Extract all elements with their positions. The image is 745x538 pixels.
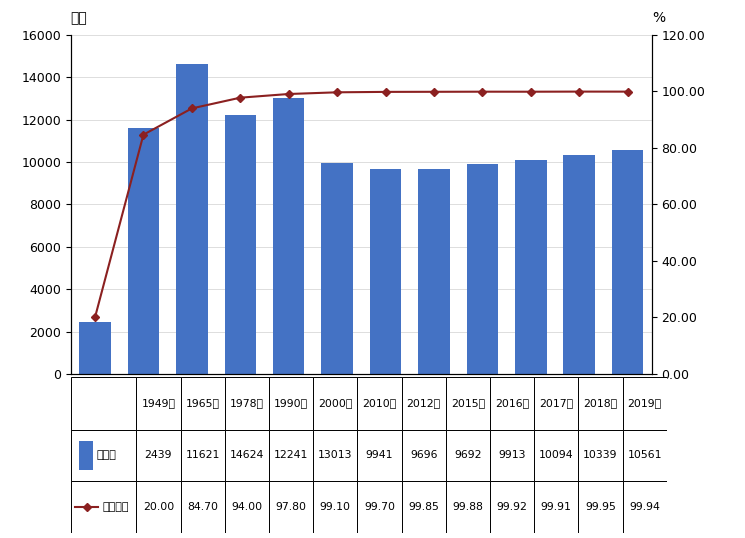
FancyBboxPatch shape bbox=[358, 377, 402, 430]
Text: 净入学率: 净入学率 bbox=[102, 502, 129, 512]
Text: 99.91: 99.91 bbox=[541, 502, 571, 512]
FancyBboxPatch shape bbox=[225, 377, 269, 430]
FancyBboxPatch shape bbox=[225, 430, 269, 481]
FancyBboxPatch shape bbox=[180, 430, 225, 481]
Bar bbox=[79, 441, 93, 470]
FancyBboxPatch shape bbox=[402, 377, 446, 430]
FancyBboxPatch shape bbox=[623, 430, 667, 481]
Text: 99.94: 99.94 bbox=[630, 502, 660, 512]
FancyBboxPatch shape bbox=[490, 430, 534, 481]
Text: 2018年: 2018年 bbox=[583, 398, 618, 408]
Bar bbox=[224, 115, 256, 374]
Bar bbox=[370, 168, 402, 374]
Text: 2439: 2439 bbox=[145, 450, 172, 461]
Bar bbox=[418, 168, 450, 374]
FancyBboxPatch shape bbox=[623, 377, 667, 430]
FancyBboxPatch shape bbox=[225, 481, 269, 533]
FancyBboxPatch shape bbox=[180, 481, 225, 533]
FancyBboxPatch shape bbox=[446, 430, 490, 481]
Text: 10561: 10561 bbox=[627, 450, 662, 461]
Text: 1965年: 1965年 bbox=[186, 398, 220, 408]
Text: 在校生: 在校生 bbox=[97, 450, 117, 461]
Bar bbox=[273, 98, 305, 374]
FancyBboxPatch shape bbox=[578, 481, 623, 533]
Text: 20.00: 20.00 bbox=[143, 502, 174, 512]
Text: 1990年: 1990年 bbox=[274, 398, 308, 408]
FancyBboxPatch shape bbox=[136, 430, 180, 481]
Text: 13013: 13013 bbox=[318, 450, 352, 461]
Text: 2010年: 2010年 bbox=[362, 398, 396, 408]
Text: %: % bbox=[652, 11, 665, 25]
Text: 9913: 9913 bbox=[498, 450, 526, 461]
FancyBboxPatch shape bbox=[269, 377, 313, 430]
Bar bbox=[79, 322, 111, 374]
Text: 2012年: 2012年 bbox=[407, 398, 441, 408]
FancyBboxPatch shape bbox=[490, 481, 534, 533]
Text: 99.70: 99.70 bbox=[364, 502, 395, 512]
FancyBboxPatch shape bbox=[136, 481, 180, 533]
Text: 万人: 万人 bbox=[71, 11, 87, 25]
FancyBboxPatch shape bbox=[180, 377, 225, 430]
Bar bbox=[321, 164, 353, 374]
Text: 11621: 11621 bbox=[186, 450, 220, 461]
Text: 1978年: 1978年 bbox=[230, 398, 264, 408]
FancyBboxPatch shape bbox=[446, 481, 490, 533]
Text: 2000年: 2000年 bbox=[318, 398, 352, 408]
FancyBboxPatch shape bbox=[534, 430, 578, 481]
FancyBboxPatch shape bbox=[313, 430, 358, 481]
FancyBboxPatch shape bbox=[534, 377, 578, 430]
Text: 9692: 9692 bbox=[454, 450, 481, 461]
Bar bbox=[127, 128, 159, 374]
FancyBboxPatch shape bbox=[534, 481, 578, 533]
Text: 12241: 12241 bbox=[274, 450, 308, 461]
Text: 84.70: 84.70 bbox=[187, 502, 218, 512]
Bar bbox=[466, 164, 498, 374]
Text: 99.85: 99.85 bbox=[408, 502, 439, 512]
Bar bbox=[515, 160, 547, 374]
Text: 99.95: 99.95 bbox=[585, 502, 616, 512]
FancyBboxPatch shape bbox=[71, 430, 136, 481]
Text: 99.92: 99.92 bbox=[497, 502, 527, 512]
FancyBboxPatch shape bbox=[578, 430, 623, 481]
FancyBboxPatch shape bbox=[623, 481, 667, 533]
FancyBboxPatch shape bbox=[578, 377, 623, 430]
Text: 99.10: 99.10 bbox=[320, 502, 351, 512]
Bar bbox=[563, 155, 595, 374]
Text: 2015年: 2015年 bbox=[451, 398, 485, 408]
FancyBboxPatch shape bbox=[71, 481, 136, 533]
FancyBboxPatch shape bbox=[313, 377, 358, 430]
FancyBboxPatch shape bbox=[313, 481, 358, 533]
FancyBboxPatch shape bbox=[446, 377, 490, 430]
Text: 9696: 9696 bbox=[410, 450, 437, 461]
Text: 94.00: 94.00 bbox=[231, 502, 262, 512]
Text: 1949年: 1949年 bbox=[142, 398, 175, 408]
Text: 97.80: 97.80 bbox=[276, 502, 306, 512]
Text: 2017年: 2017年 bbox=[539, 398, 574, 408]
FancyBboxPatch shape bbox=[71, 377, 136, 430]
Text: 2016年: 2016年 bbox=[495, 398, 529, 408]
FancyBboxPatch shape bbox=[269, 481, 313, 533]
Text: 2019年: 2019年 bbox=[627, 398, 662, 408]
FancyBboxPatch shape bbox=[136, 377, 180, 430]
FancyBboxPatch shape bbox=[358, 481, 402, 533]
FancyBboxPatch shape bbox=[269, 430, 313, 481]
Text: 99.88: 99.88 bbox=[452, 502, 484, 512]
Text: 10339: 10339 bbox=[583, 450, 618, 461]
Text: 14624: 14624 bbox=[229, 450, 264, 461]
Bar bbox=[176, 64, 208, 374]
Text: 10094: 10094 bbox=[539, 450, 574, 461]
FancyBboxPatch shape bbox=[402, 430, 446, 481]
FancyBboxPatch shape bbox=[358, 430, 402, 481]
Bar bbox=[612, 150, 644, 374]
FancyBboxPatch shape bbox=[402, 481, 446, 533]
FancyBboxPatch shape bbox=[490, 377, 534, 430]
Text: 9941: 9941 bbox=[366, 450, 393, 461]
